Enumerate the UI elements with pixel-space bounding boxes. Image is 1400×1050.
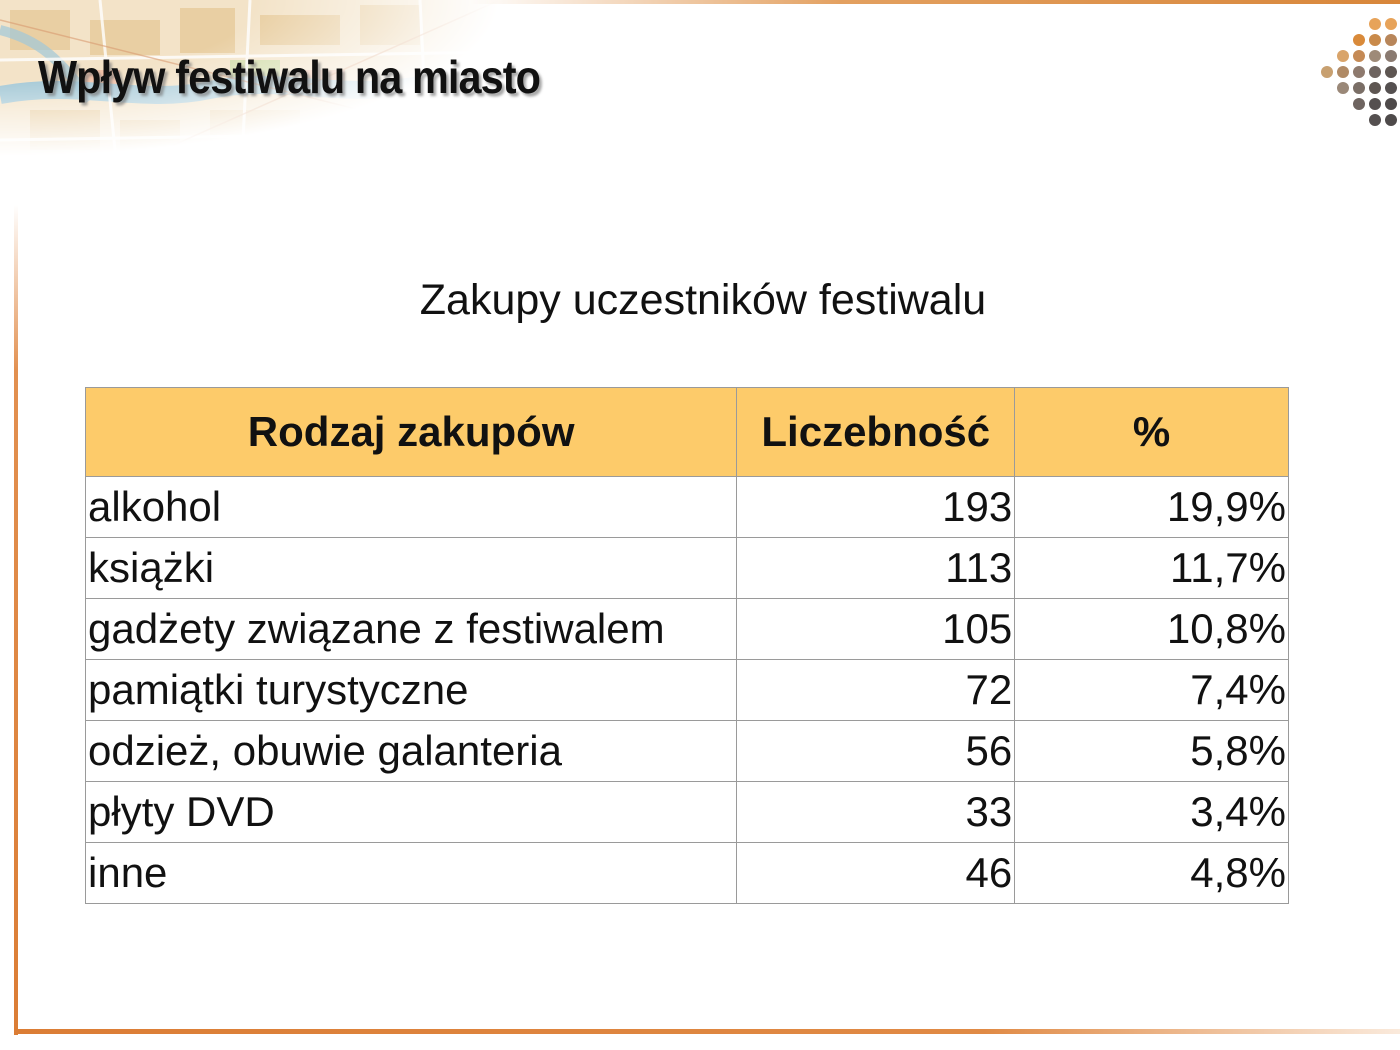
category-cell: pamiątki turystyczne bbox=[84, 659, 738, 721]
category-cell: alkohol bbox=[84, 476, 738, 538]
count-cell: 33 bbox=[736, 781, 1016, 843]
category-cell: książki bbox=[84, 537, 738, 599]
category-cell: odzież, obuwie galanteria bbox=[84, 720, 738, 782]
column-header-percent: % bbox=[1014, 387, 1289, 477]
table-row: odzież, obuwie galanteria 56 5,8% bbox=[84, 720, 1289, 782]
table-row: gadżety związane z festiwalem 105 10,8% bbox=[84, 598, 1289, 660]
count-cell: 193 bbox=[736, 476, 1016, 538]
count-cell: 113 bbox=[736, 537, 1016, 599]
city-map-illustration bbox=[0, 0, 640, 200]
table-row: książki 113 11,7% bbox=[84, 537, 1289, 599]
percent-cell: 11,7% bbox=[1014, 537, 1289, 599]
percent-cell: 19,9% bbox=[1014, 476, 1289, 538]
table-title: Zakupy uczestników festiwalu bbox=[419, 276, 987, 324]
count-cell: 105 bbox=[736, 598, 1016, 660]
percent-cell: 4,8% bbox=[1014, 842, 1289, 904]
purchases-table: Rodzaj zakupów Liczebność % alkohol 193 … bbox=[84, 387, 1289, 904]
table-row: pamiątki turystyczne 72 7,4% bbox=[84, 659, 1289, 721]
frame-left-line bbox=[14, 205, 18, 1035]
count-cell: 72 bbox=[736, 659, 1016, 721]
percent-cell: 7,4% bbox=[1014, 659, 1289, 721]
frame-bottom-line bbox=[14, 1029, 1400, 1034]
count-cell: 46 bbox=[736, 842, 1016, 904]
dots-logo-icon bbox=[1321, 18, 1397, 126]
category-cell: inne bbox=[84, 842, 738, 904]
slide-title: Wpływ festiwalu na miasto bbox=[38, 51, 541, 103]
category-cell: gadżety związane z festiwalem bbox=[84, 598, 738, 660]
column-header-category: Rodzaj zakupów bbox=[84, 387, 738, 477]
count-cell: 56 bbox=[736, 720, 1016, 782]
percent-cell: 5,8% bbox=[1014, 720, 1289, 782]
table-row: alkohol 193 19,9% bbox=[84, 476, 1289, 538]
table-row: płyty DVD 33 3,4% bbox=[84, 781, 1289, 843]
column-header-count: Liczebność bbox=[736, 387, 1016, 477]
table-row: inne 46 4,8% bbox=[84, 842, 1289, 904]
percent-cell: 10,8% bbox=[1014, 598, 1289, 660]
percent-cell: 3,4% bbox=[1014, 781, 1289, 843]
frame-top-line bbox=[470, 0, 1400, 4]
table-header-row: Rodzaj zakupów Liczebność % bbox=[84, 387, 1289, 477]
category-cell: płyty DVD bbox=[84, 781, 738, 843]
